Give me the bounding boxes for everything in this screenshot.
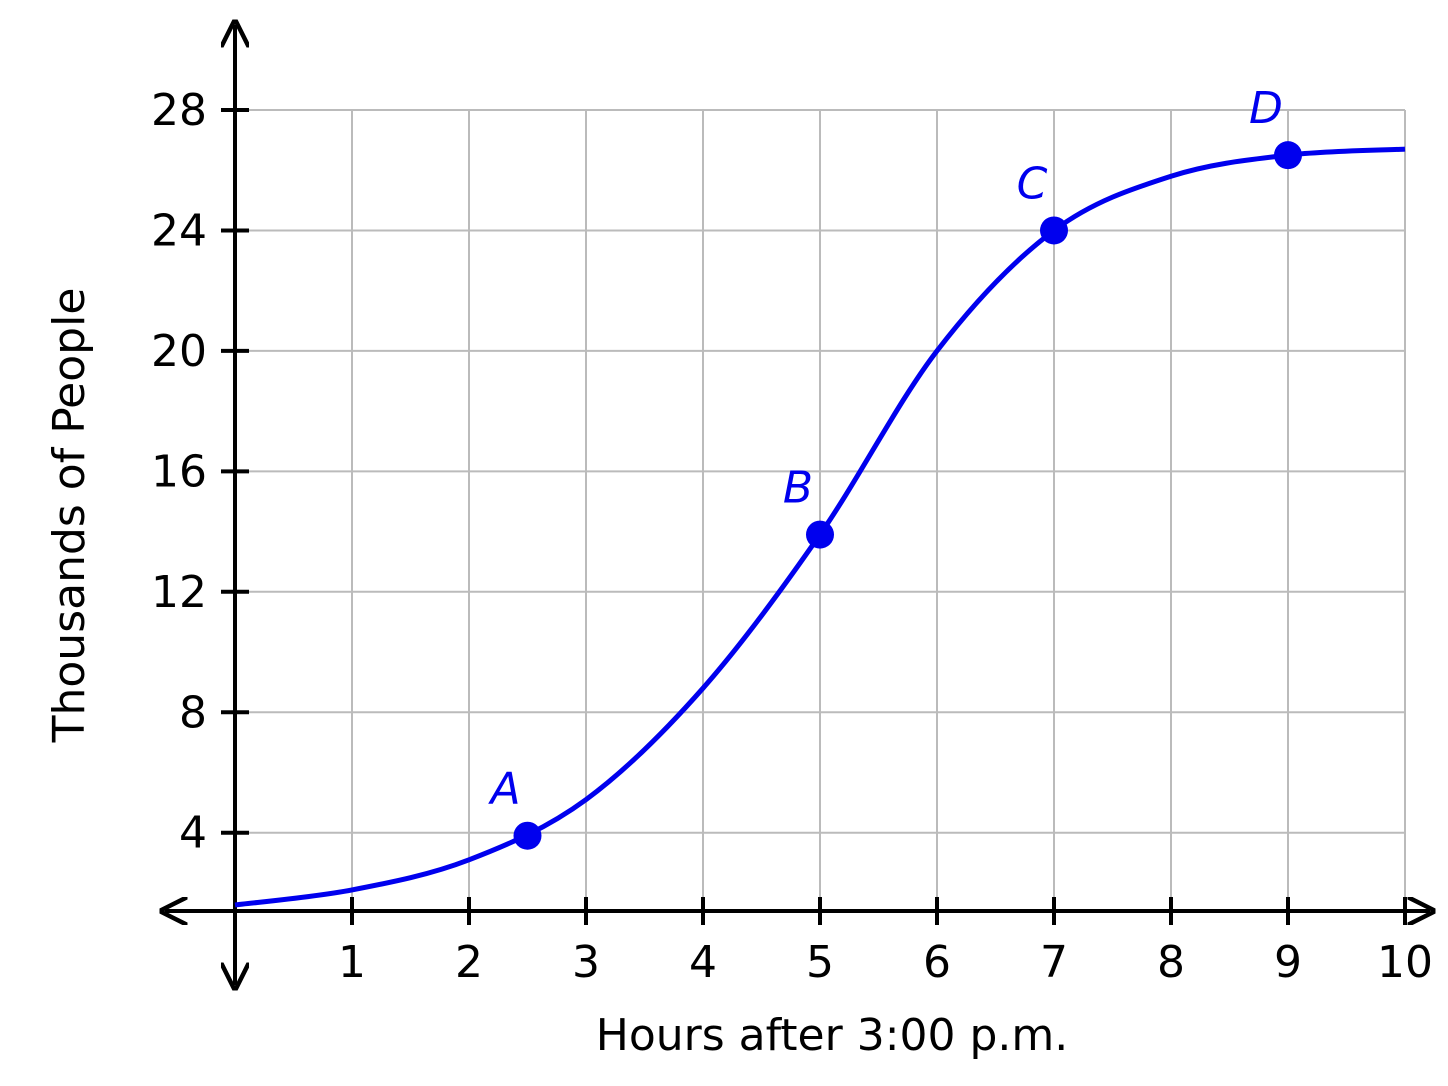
x-tick-label: 2 — [455, 937, 483, 988]
y-tick-label: 24 — [151, 205, 207, 256]
point — [1040, 216, 1068, 245]
y-axis-title: Thousands of People — [44, 288, 95, 744]
x-tick-label: 9 — [1274, 937, 1302, 988]
y-tick-label: 4 — [179, 808, 207, 859]
point-label: C — [1017, 158, 1048, 209]
x-axis-title: Hours after 3:00 p.m. — [596, 1010, 1069, 1061]
grid — [235, 109, 1406, 911]
y-tick-label: 12 — [151, 567, 207, 618]
x-tick-label: 3 — [572, 937, 600, 988]
y-tick-label: 28 — [151, 85, 207, 136]
point-label: D — [1249, 83, 1283, 134]
x-tick-label: 10 — [1377, 937, 1433, 988]
point — [513, 821, 542, 850]
point-label: B — [783, 463, 813, 514]
plot: A B C D — [234, 83, 1406, 908]
y-tick-label: 8 — [179, 687, 207, 738]
x-tick-label: 8 — [1157, 937, 1185, 988]
y-tick-label: 16 — [151, 446, 207, 497]
point-label: A — [487, 764, 520, 815]
x-tick-label: 5 — [806, 937, 834, 988]
x-tick-label: 7 — [1040, 937, 1068, 988]
x-tick-label: 1 — [338, 937, 366, 988]
x-tick-label: 6 — [923, 937, 951, 988]
point — [1274, 141, 1302, 170]
point — [806, 520, 834, 549]
y-tick-label: 20 — [151, 326, 207, 377]
x-tick-label: 4 — [689, 937, 717, 988]
